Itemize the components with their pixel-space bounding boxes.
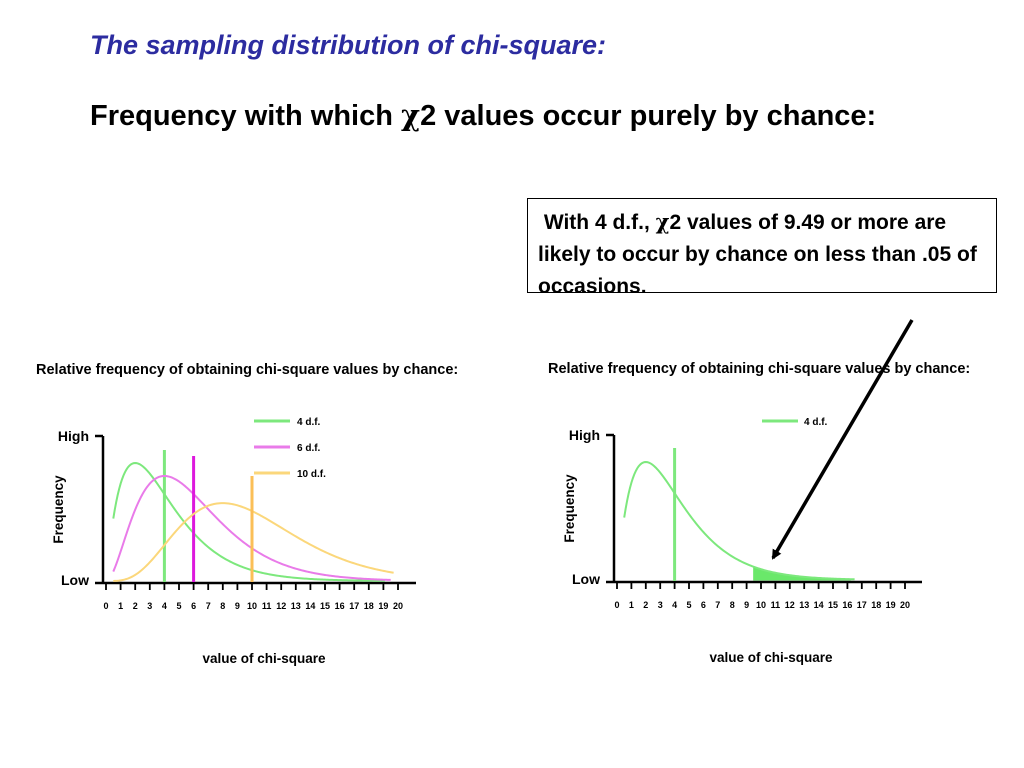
x-tick-label: 8: [730, 600, 735, 610]
callout-arrow: [771, 319, 914, 560]
callout-box: With 4 d.f., χ2 values of 9.49 or more a…: [527, 198, 997, 298]
x-tick-label: 2: [133, 601, 138, 611]
legend-label: 6 d.f.: [297, 443, 321, 454]
subtitle-suffix: 2 values occur purely by chance:: [420, 100, 877, 132]
x-tick-label: 19: [378, 601, 388, 611]
x-tick-label: 16: [842, 600, 852, 610]
legend-label: 4 d.f.: [297, 417, 321, 428]
callout-chi-symbol: χ: [655, 209, 670, 234]
series-curve: [623, 460, 855, 581]
x-axis-label: value of chi-square: [202, 651, 326, 666]
x-tick-label: 0: [103, 601, 108, 611]
x-tick-label: 13: [799, 600, 809, 610]
x-tick-label: 6: [701, 600, 706, 610]
x-tick-label: 1: [629, 600, 634, 610]
chart-right: Relative frequency of obtaining chi-squa…: [548, 361, 970, 665]
x-tick-label: 20: [900, 600, 910, 610]
y-axis-label: Frequency: [51, 475, 66, 544]
x-tick-label: 14: [305, 601, 315, 611]
slide-title: The sampling distribution of chi-square:: [90, 30, 607, 60]
x-tick-label: 16: [335, 601, 345, 611]
chart-left: Relative frequency of obtaining chi-squa…: [36, 362, 458, 666]
y-tick-label-low: Low: [572, 571, 600, 587]
callout-prefix: With 4 d.f.,: [538, 211, 656, 234]
x-tick-label: 11: [771, 600, 781, 610]
x-tick-label: 17: [857, 600, 867, 610]
x-tick-label: 13: [291, 601, 301, 611]
x-tick-label: 0: [614, 600, 619, 610]
x-tick-label: 15: [828, 600, 838, 610]
x-tick-label: 18: [871, 600, 881, 610]
x-tick-label: 12: [785, 600, 795, 610]
y-tick-label-high: High: [58, 428, 89, 444]
x-tick-label: 5: [176, 601, 181, 611]
legend-label: 4 d.f.: [804, 417, 828, 428]
x-tick-label: 8: [220, 601, 225, 611]
x-tick-label: 9: [744, 600, 749, 610]
chi-symbol: χ: [401, 98, 421, 132]
x-tick-label: 3: [658, 600, 663, 610]
chart-title: Relative frequency of obtaining chi-squa…: [548, 361, 970, 377]
slide-subtitle: Frequency with which χ2 values occur pur…: [90, 95, 910, 136]
x-tick-label: 12: [276, 601, 286, 611]
x-tick-label: 15: [320, 601, 330, 611]
chart-title: Relative frequency of obtaining chi-squa…: [36, 362, 458, 378]
x-tick-label: 7: [715, 600, 720, 610]
x-tick-label: 20: [393, 601, 403, 611]
y-tick-label-high: High: [569, 427, 600, 443]
x-tick-label: 4: [162, 601, 167, 611]
x-tick-label: 7: [206, 601, 211, 611]
x-tick-label: 17: [349, 601, 359, 611]
legend-label: 10 d.f.: [297, 469, 326, 480]
x-tick-label: 11: [262, 601, 272, 611]
subtitle-prefix: Frequency with which: [90, 100, 401, 132]
x-tick-label: 2: [643, 600, 648, 610]
x-tick-label: 9: [235, 601, 240, 611]
x-tick-label: 18: [364, 601, 374, 611]
x-axis-label: value of chi-square: [709, 650, 833, 665]
y-axis-label: Frequency: [562, 474, 577, 543]
series-curve: [112, 461, 385, 582]
x-tick-label: 3: [147, 601, 152, 611]
callout-suffix: 2 values of 9.49 or more are likely to o…: [538, 211, 977, 298]
x-tick-label: 10: [756, 600, 766, 610]
y-tick-label-low: Low: [61, 572, 89, 588]
x-tick-label: 14: [814, 600, 824, 610]
x-tick-label: 6: [191, 601, 196, 611]
x-tick-label: 4: [672, 600, 677, 610]
x-tick-label: 5: [686, 600, 691, 610]
x-tick-label: 10: [247, 601, 257, 611]
x-tick-label: 1: [118, 601, 123, 611]
x-tick-label: 19: [886, 600, 896, 610]
